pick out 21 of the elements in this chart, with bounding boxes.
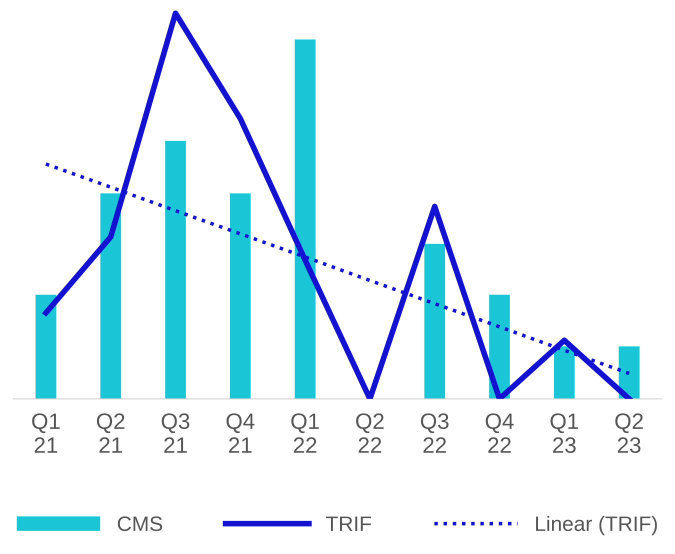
legend-label: TRIF bbox=[326, 516, 372, 531]
legend-label: Linear (TRIF) bbox=[536, 516, 657, 536]
bar bbox=[618, 346, 640, 399]
bar bbox=[100, 193, 122, 399]
x-tick-label: Q1 22 bbox=[291, 413, 319, 453]
bar bbox=[36, 294, 56, 399]
x-tick-label: Q1 23 bbox=[550, 413, 578, 454]
bar bbox=[230, 193, 251, 399]
x-tick-label: Q2 22 bbox=[356, 413, 384, 453]
bar bbox=[294, 39, 316, 399]
legend-label: CMS bbox=[118, 516, 162, 532]
x-tick-label: Q2 21 bbox=[96, 413, 124, 453]
x-tick-label: Q3 21 bbox=[162, 413, 190, 453]
bar bbox=[424, 244, 446, 399]
bar bbox=[165, 140, 186, 399]
bar bbox=[554, 346, 575, 399]
x-tick-label: Q3 22 bbox=[420, 413, 449, 453]
x-tick-label: Q2 23 bbox=[615, 413, 643, 454]
x-tick-label: Q1 21 bbox=[32, 413, 60, 453]
x-tick-label: Q4 21 bbox=[226, 413, 254, 453]
x-tick-label: Q4 22 bbox=[486, 413, 514, 453]
